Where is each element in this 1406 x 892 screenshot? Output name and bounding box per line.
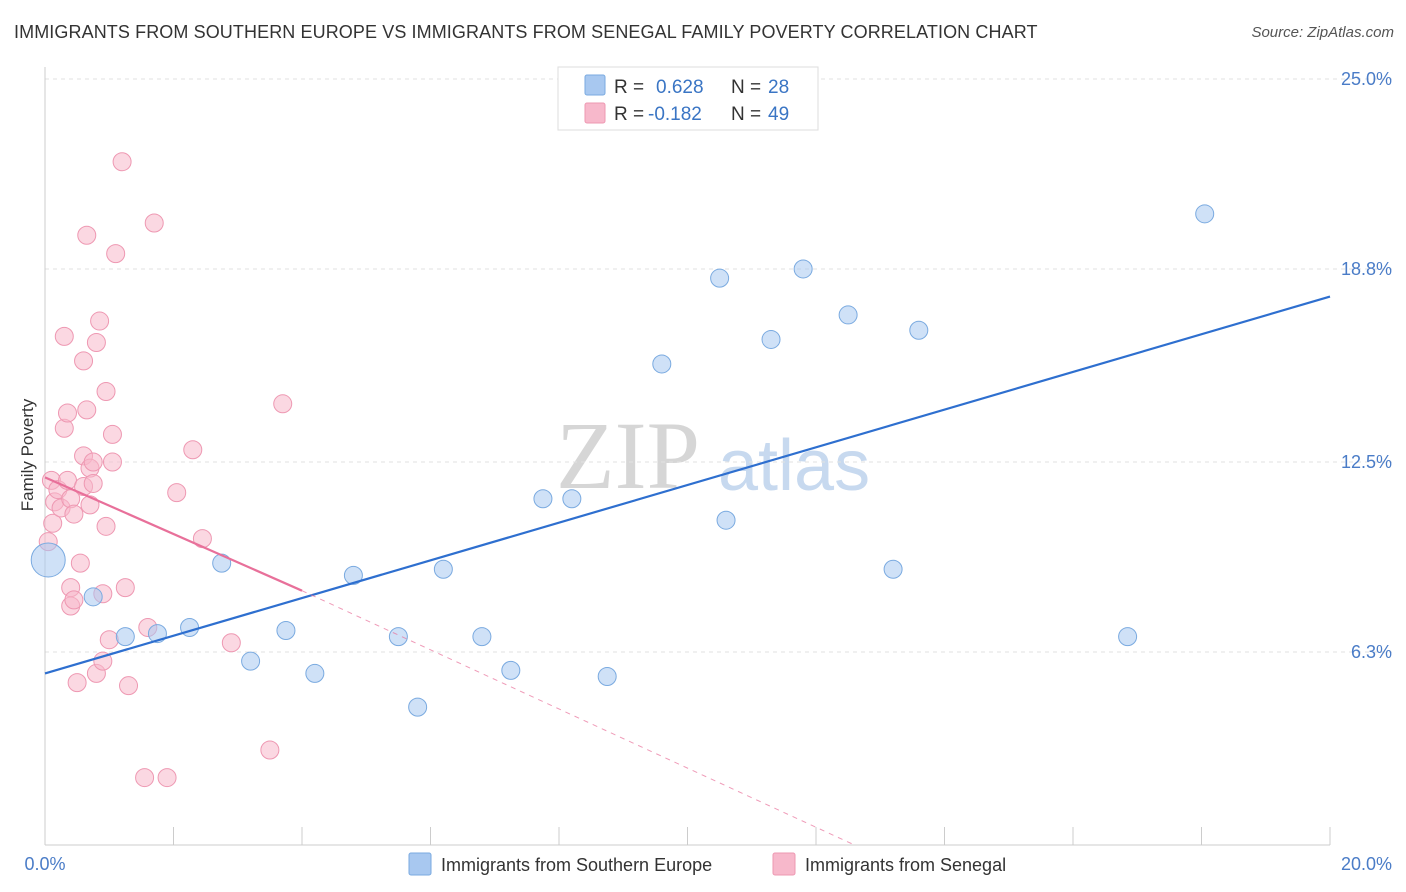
point-southern-europe bbox=[115, 627, 135, 647]
point-senegal bbox=[80, 495, 100, 515]
trendline-southern-europe bbox=[44, 295, 1331, 675]
trend-layer bbox=[44, 295, 1331, 846]
point-senegal bbox=[70, 553, 90, 573]
point-senegal bbox=[183, 440, 203, 460]
point-southern-europe bbox=[652, 354, 672, 374]
point-southern-europe bbox=[909, 320, 929, 340]
point-southern-europe bbox=[883, 559, 903, 579]
point-southern-europe bbox=[433, 559, 453, 579]
axes bbox=[44, 67, 1331, 846]
point-senegal bbox=[144, 213, 164, 233]
point-southern-europe bbox=[83, 587, 103, 607]
stats-n-value: 49 bbox=[768, 104, 789, 125]
point-southern-europe bbox=[793, 259, 813, 279]
stats-r-label: R = bbox=[614, 104, 644, 125]
point-senegal bbox=[135, 768, 155, 788]
stats-r-value: -0.182 bbox=[648, 104, 702, 125]
point-southern-europe bbox=[501, 660, 521, 680]
stats-n-label: N = bbox=[731, 77, 761, 98]
x-tick-labels: 0.0% 20.0% bbox=[24, 854, 1392, 874]
legend-label-southern-europe: Immigrants from Southern Europe bbox=[441, 855, 712, 875]
point-southern-europe bbox=[761, 329, 781, 349]
point-senegal bbox=[43, 513, 63, 533]
point-senegal bbox=[115, 578, 135, 598]
point-southern-europe bbox=[838, 305, 858, 325]
point-southern-europe bbox=[30, 542, 66, 578]
legend-label-senegal: Immigrants from Senegal bbox=[805, 855, 1006, 875]
stats-r-value: 0.628 bbox=[656, 77, 704, 98]
point-southern-europe bbox=[276, 621, 296, 641]
point-senegal bbox=[102, 452, 122, 472]
y-tick-label: 18.8% bbox=[1341, 259, 1392, 279]
point-southern-europe bbox=[562, 489, 582, 509]
point-senegal bbox=[64, 504, 84, 524]
point-senegal bbox=[74, 351, 94, 371]
point-senegal bbox=[77, 225, 97, 245]
point-senegal bbox=[83, 452, 103, 472]
y-axis-label: Family Poverty bbox=[18, 398, 37, 511]
point-senegal bbox=[102, 424, 122, 444]
y-tick-labels: 6.3% 12.5% 18.8% 25.0% bbox=[1341, 69, 1392, 662]
point-southern-europe bbox=[716, 510, 736, 530]
watermark: ZIP atlas bbox=[556, 402, 870, 509]
point-southern-europe bbox=[1118, 627, 1138, 647]
point-southern-europe bbox=[533, 489, 553, 509]
point-senegal bbox=[96, 382, 116, 402]
watermark-zip: ZIP bbox=[556, 402, 700, 509]
point-southern-europe bbox=[597, 666, 617, 686]
point-senegal bbox=[260, 740, 280, 760]
point-senegal bbox=[112, 152, 132, 172]
point-southern-europe bbox=[343, 565, 363, 585]
point-senegal bbox=[83, 473, 103, 493]
point-senegal bbox=[57, 403, 77, 423]
y-tick-label: 6.3% bbox=[1351, 642, 1392, 662]
point-senegal bbox=[90, 311, 110, 331]
x-tick-label: 0.0% bbox=[24, 854, 65, 874]
point-senegal bbox=[67, 673, 87, 693]
point-senegal bbox=[119, 676, 139, 696]
point-senegal bbox=[106, 244, 126, 264]
chart-title: IMMIGRANTS FROM SOUTHERN EUROPE VS IMMIG… bbox=[14, 22, 1038, 42]
point-senegal bbox=[77, 400, 97, 420]
trendline-senegal bbox=[44, 476, 303, 592]
x-tick-label: 20.0% bbox=[1341, 854, 1392, 874]
point-senegal bbox=[221, 633, 241, 653]
point-senegal bbox=[99, 630, 119, 650]
point-senegal bbox=[64, 590, 84, 610]
point-southern-europe bbox=[472, 627, 492, 647]
points-layer bbox=[30, 152, 1215, 788]
y-tick-label: 25.0% bbox=[1341, 69, 1392, 89]
point-southern-europe bbox=[1195, 204, 1215, 224]
stats-r-label: R = bbox=[614, 77, 644, 98]
point-senegal bbox=[273, 394, 293, 414]
stats-swatch-senegal bbox=[584, 102, 606, 124]
stats-n-value: 28 bbox=[768, 77, 789, 98]
stats-swatch-southern-europe bbox=[584, 74, 606, 96]
legend-swatch-southern-europe bbox=[408, 852, 432, 876]
point-southern-europe bbox=[408, 697, 428, 717]
point-senegal bbox=[54, 326, 74, 346]
point-southern-europe bbox=[710, 268, 730, 288]
point-senegal bbox=[96, 516, 116, 536]
point-southern-europe bbox=[212, 553, 232, 573]
point-senegal bbox=[86, 333, 106, 353]
trendline-senegal-extension bbox=[301, 590, 855, 846]
y-tick-label: 12.5% bbox=[1341, 452, 1392, 472]
point-senegal bbox=[157, 768, 177, 788]
point-southern-europe bbox=[305, 663, 325, 683]
bottom-legend: Immigrants from Southern Europe Immigran… bbox=[408, 852, 1006, 876]
point-senegal bbox=[167, 483, 187, 503]
source-label: Source: ZipAtlas.com bbox=[1251, 24, 1394, 41]
point-senegal bbox=[54, 418, 74, 438]
point-southern-europe bbox=[241, 651, 261, 671]
stats-n-label: N = bbox=[731, 104, 761, 125]
point-southern-europe bbox=[388, 627, 408, 647]
stats-legend: R = 0.628 N = 28 R = -0.182 N = 49 bbox=[557, 66, 819, 131]
legend-swatch-senegal bbox=[772, 852, 796, 876]
